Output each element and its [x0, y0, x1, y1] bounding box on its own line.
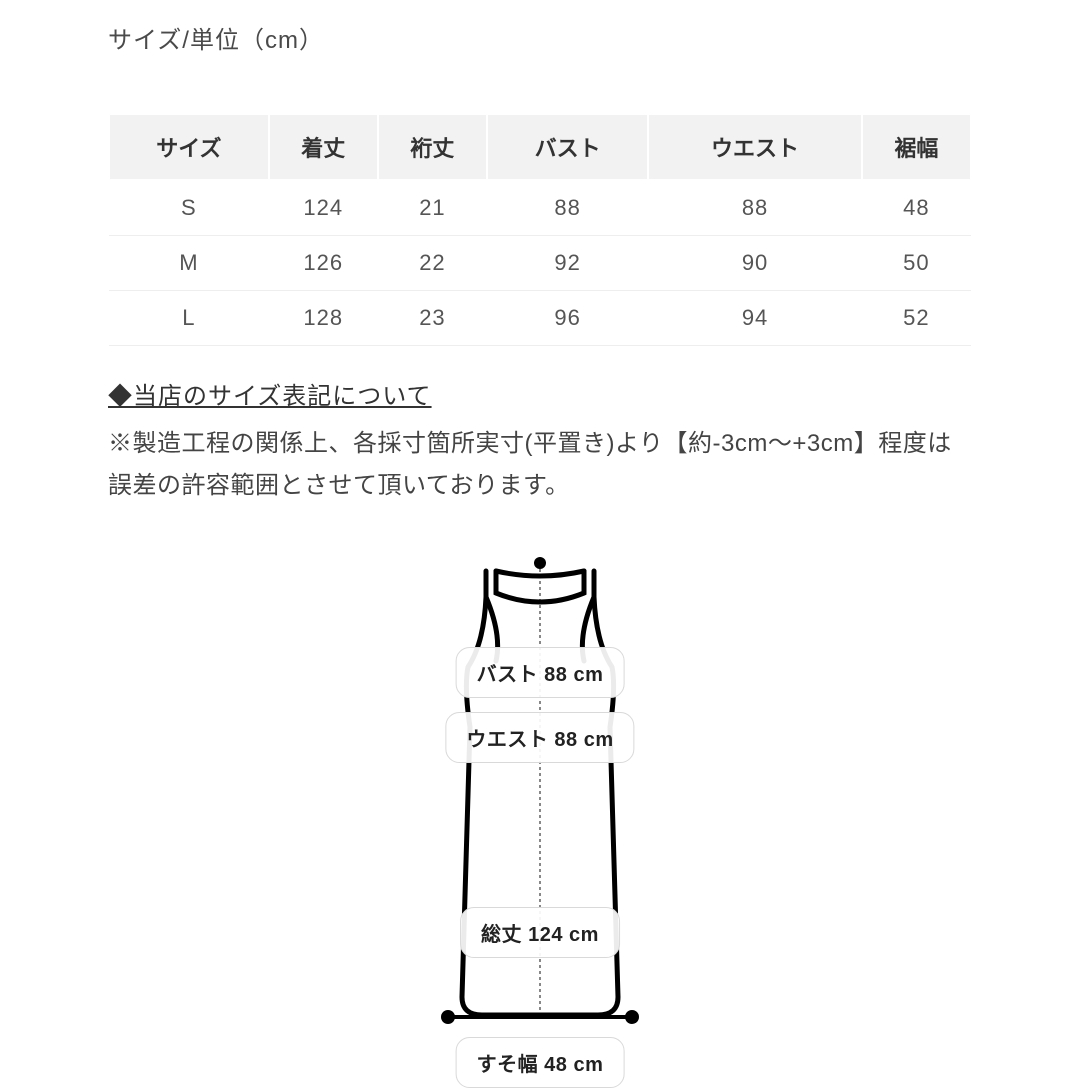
table-cell: 48 — [862, 180, 971, 236]
table-cell: 21 — [378, 180, 487, 236]
table-row: M 126 22 92 90 50 — [109, 236, 971, 291]
col-header: バスト — [487, 114, 648, 180]
table-cell: 88 — [487, 180, 648, 236]
length-label: 総丈 124 cm — [460, 907, 620, 958]
table-header-row: サイズ 着丈 裄丈 バスト ウエスト 裾幅 — [109, 114, 971, 180]
col-header: 裾幅 — [862, 114, 971, 180]
col-header: 裄丈 — [378, 114, 487, 180]
table-cell: 23 — [378, 291, 487, 346]
table-cell: 128 — [269, 291, 378, 346]
table-cell: 96 — [487, 291, 648, 346]
table-cell: 50 — [862, 236, 971, 291]
table-cell: 88 — [648, 180, 862, 236]
table-cell: 52 — [862, 291, 971, 346]
size-guide-link[interactable]: ◆当店のサイズ表記について — [108, 376, 972, 411]
table-cell: 94 — [648, 291, 862, 346]
table-row: S 124 21 88 88 48 — [109, 180, 971, 236]
table-cell: 92 — [487, 236, 648, 291]
col-header: 着丈 — [269, 114, 378, 180]
col-header: サイズ — [109, 114, 269, 180]
table-cell: 126 — [269, 236, 378, 291]
bust-label: バスト 88 cm — [456, 647, 625, 698]
hem-label: すそ幅 48 cm — [456, 1037, 625, 1088]
table-cell: 22 — [378, 236, 487, 291]
col-header: ウエスト — [648, 114, 862, 180]
dress-outline-icon — [390, 557, 690, 1077]
table-cell: 90 — [648, 236, 862, 291]
tolerance-note: ※製造工程の関係上、各採寸箇所実寸(平置き)より【約-3cm～+3cm】程度は誤… — [108, 423, 972, 507]
size-heading: サイズ/単位（cm） — [108, 20, 972, 55]
table-cell: S — [109, 180, 269, 236]
table-cell: L — [109, 291, 269, 346]
size-table: サイズ 着丈 裄丈 バスト ウエスト 裾幅 S 124 21 88 88 48 … — [108, 113, 972, 346]
garment-diagram: バスト 88 cm ウエスト 88 cm 総丈 124 cm すそ幅 48 cm — [390, 557, 690, 1077]
table-row: L 128 23 96 94 52 — [109, 291, 971, 346]
table-cell: 124 — [269, 180, 378, 236]
table-cell: M — [109, 236, 269, 291]
waist-label: ウエスト 88 cm — [445, 712, 634, 763]
